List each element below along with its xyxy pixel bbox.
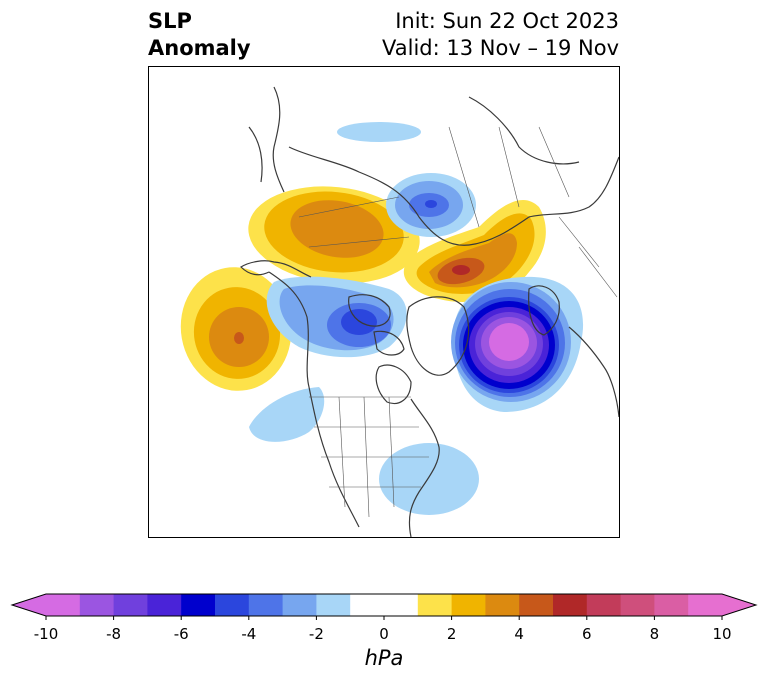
colorbar-bin (553, 594, 588, 616)
negative-anomaly-atlantic (379, 443, 479, 515)
colorbar-bin (316, 594, 351, 616)
colorbar-bin (113, 594, 148, 616)
date-info: Init: Sun 22 Oct 2023 Valid: 13 Nov – 19… (382, 8, 619, 62)
colorbar-bin (620, 594, 655, 616)
colorbar-bin (485, 594, 520, 616)
colorbar-tick-label: -2 (308, 625, 324, 643)
anomaly-map (148, 66, 620, 538)
colorbar-bin (350, 594, 419, 616)
colorbar (10, 593, 758, 620)
title-line-1: SLP (148, 9, 192, 33)
colorbar-bin (215, 594, 250, 616)
map-title: SLP Anomaly (148, 8, 251, 62)
political-borders (298, 126, 618, 518)
colorbar-bin (79, 594, 115, 616)
colorbar-tick-label: -10 (33, 625, 59, 643)
negative-anomaly-greenland-sea (451, 276, 584, 412)
colorbar-over-arrow (722, 594, 756, 616)
map-canvas (180, 86, 619, 537)
colorbar-bin (519, 594, 554, 616)
positive-anomaly-pacific (180, 267, 292, 391)
colorbar-bin (282, 594, 317, 616)
colorbar-bin (654, 594, 689, 616)
colorbar-bin (181, 594, 216, 616)
colorbar-ticks (45, 616, 723, 620)
colorbar-bin (248, 594, 284, 616)
colorbar-bin (417, 594, 453, 616)
negative-anomaly-arctic-small (337, 122, 421, 142)
colorbar-tick-label: -6 (173, 625, 189, 643)
colorbar-under-arrow (12, 594, 46, 616)
colorbar-bin (147, 594, 182, 616)
negative-anomaly-ne-pacific (249, 387, 325, 442)
colorbar-tick-label: 2 (446, 625, 457, 643)
negative-anomaly-laptev (386, 173, 476, 237)
positive-anomaly-kara (403, 199, 546, 302)
colorbar-tick-label: 10 (712, 625, 732, 643)
colorbar-tick-label: 8 (649, 625, 660, 643)
colorbar-tick-label: 4 (514, 625, 524, 643)
colorbar-tick-label: 0 (379, 625, 389, 643)
title-line-2: Anomaly (148, 36, 251, 60)
colorbar-tick-label: 6 (582, 625, 592, 643)
init-date: Init: Sun 22 Oct 2023 (395, 9, 619, 33)
colorbar-tick-label: -4 (241, 625, 257, 643)
positive-anomaly-siberia (248, 186, 420, 284)
colorbar-bin (586, 594, 622, 616)
colorbar-bin (451, 594, 486, 616)
colorbar-bin (688, 594, 723, 616)
valid-range: Valid: 13 Nov – 19 Nov (382, 36, 619, 60)
colorbar-tick-label: -8 (106, 625, 122, 643)
colorbar-bins (46, 594, 723, 616)
coastlines (240, 86, 619, 537)
colorbar-bin (46, 594, 81, 616)
colorbar-unit-label: hPa (364, 646, 404, 670)
